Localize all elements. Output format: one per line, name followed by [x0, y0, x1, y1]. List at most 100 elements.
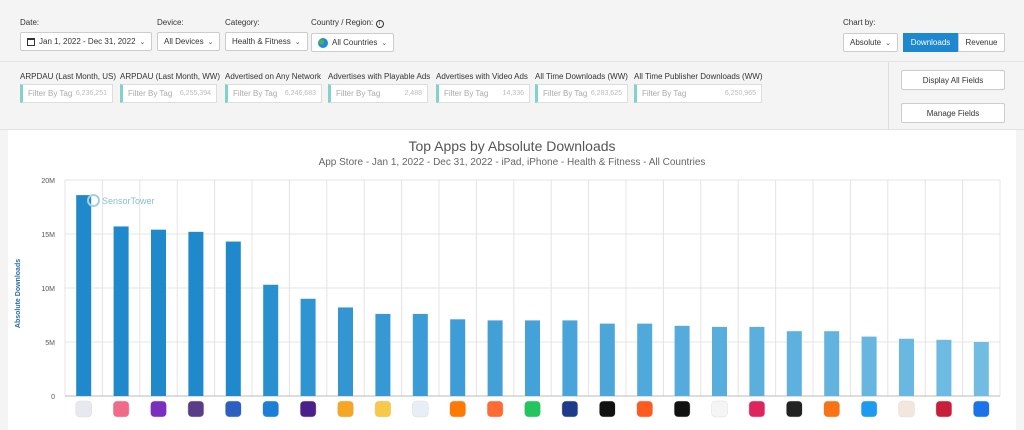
bar: [973, 342, 989, 396]
device-select[interactable]: All Devices ⌄: [157, 32, 221, 51]
chartby-label: Chart by:: [843, 18, 876, 27]
field-filter: Advertised on Any Network Filter By Tag …: [225, 72, 322, 103]
app-icon: [636, 400, 653, 418]
app-icon: [935, 400, 953, 418]
app-icon: [374, 400, 392, 418]
bar: [712, 326, 727, 396]
field-label: Advertises with Video Ads: [436, 72, 528, 81]
category-select[interactable]: Health & Fitness ⌄: [225, 32, 308, 51]
downloads-toggle[interactable]: Downloads: [903, 33, 958, 52]
bar: [749, 326, 765, 396]
bar: [263, 284, 279, 396]
country-filter: Country / Region: i All Countries ⌄: [311, 18, 395, 52]
app-icon: [898, 400, 915, 418]
tag-filter-input[interactable]: Filter By Tag 14,336: [436, 84, 530, 103]
app-icon: [262, 400, 279, 418]
tag-filter-input[interactable]: Filter By Tag 6,283,625: [535, 84, 628, 103]
app-icon: [860, 400, 878, 418]
app-icon: [486, 400, 504, 418]
field-label: All Time Publisher Downloads (WW): [634, 72, 763, 81]
field-label: All Time Downloads (WW): [535, 72, 628, 81]
app-icon: [711, 400, 728, 418]
tag-filter-count: 6,283,625: [590, 90, 622, 97]
chevron-down-icon: ⌄: [139, 38, 146, 46]
app-icon: [150, 400, 167, 418]
field-label: Advertises with Playable Ads: [328, 72, 431, 81]
chart-panel: Top Apps by Absolute Downloads App Store…: [8, 130, 1016, 430]
watermark: SensorTower: [87, 194, 155, 207]
field-filter: Advertises with Video Ads Filter By Tag …: [436, 72, 530, 103]
bar: [674, 325, 690, 396]
bar: [899, 338, 914, 396]
app-icon: [449, 400, 466, 418]
app-icon: [75, 400, 92, 418]
revenue-toggle[interactable]: Revenue: [958, 33, 1005, 52]
field-filter: ARPDAU (Last Month, WW) Filter By Tag 6,…: [120, 72, 221, 103]
category-value: Health & Fitness: [232, 37, 291, 46]
bar: [525, 320, 540, 396]
tag-filter-placeholder: Filter By Tag: [233, 89, 278, 98]
bar: [300, 298, 316, 396]
field-label: ARPDAU (Last Month, WW): [120, 72, 221, 81]
app-icon: [748, 400, 766, 418]
device-value: All Devices: [164, 37, 204, 46]
info-icon[interactable]: i: [375, 20, 384, 28]
tag-filter-input[interactable]: Filter By Tag 6,246,683: [225, 84, 322, 103]
date-picker[interactable]: Jan 1, 2022 - Dec 31, 2022 ⌄: [20, 32, 153, 51]
app-icon: [337, 400, 354, 418]
date-filter: Date: Jan 1, 2022 - Dec 31, 2022 ⌄: [20, 18, 153, 51]
bar: [113, 226, 129, 396]
app-icon: [187, 400, 205, 418]
tag-filter-input[interactable]: Filter By Tag 6,250,965: [634, 84, 762, 103]
tag-filter-count: 6,250,965: [724, 90, 756, 97]
chart-title: Top Apps by Absolute Downloads: [408, 138, 616, 154]
watermark-text: SensorTower: [102, 195, 155, 206]
metric-toggle: Downloads Revenue: [903, 33, 1005, 52]
field-label: ARPDAU (Last Month, US): [20, 72, 117, 81]
field-filter: Advertises with Playable Ads Filter By T…: [328, 72, 431, 103]
chartby-value: Absolute: [850, 38, 882, 47]
sensortower-logo-icon: [87, 194, 100, 207]
bar: [599, 323, 615, 396]
app-icon: [561, 400, 579, 418]
country-label: Country / Region:: [311, 18, 374, 27]
tag-filter-placeholder: Filter By Tag: [128, 89, 173, 98]
date-value: Jan 1, 2022 - Dec 31, 2022: [39, 37, 136, 46]
bar: [824, 331, 840, 396]
tag-filter-count: 6,255,394: [179, 90, 211, 97]
bar: [375, 313, 391, 396]
tag-filter-count: 6,236,251: [75, 90, 107, 97]
country-select[interactable]: All Countries ⌄: [311, 33, 395, 52]
manage-fields-button[interactable]: Manage Fields: [901, 103, 1005, 123]
field-filter: All Time Downloads (WW) Filter By Tag 6,…: [535, 72, 628, 103]
category-filter: Category: Health & Fitness ⌄: [225, 18, 308, 51]
bar: [338, 307, 353, 396]
tag-filter-input[interactable]: Filter By Tag 6,255,394: [120, 84, 217, 103]
bar: [936, 339, 952, 396]
bar: [151, 229, 166, 396]
app-icon: [973, 400, 990, 418]
display-all-fields-button[interactable]: Display All Fields: [901, 70, 1005, 90]
divider: [888, 62, 889, 130]
bar: [412, 313, 428, 396]
tag-filter-placeholder: Filter By Tag: [444, 89, 489, 98]
category-label: Category:: [225, 18, 260, 27]
date-label: Date:: [20, 18, 40, 27]
tag-filter-input[interactable]: Filter By Tag 2,488: [328, 84, 428, 103]
filter-bar: Date: Jan 1, 2022 - Dec 31, 2022 ⌄ Devic…: [0, 0, 1024, 62]
field-filter: All Time Publisher Downloads (WW) Filter…: [634, 72, 762, 103]
y-tick-label: 5M: [45, 340, 55, 347]
tag-filter-input[interactable]: Filter By Tag 6,236,251: [20, 84, 113, 103]
tag-filter-count: 14,336: [502, 90, 524, 97]
tag-filter-placeholder: Filter By Tag: [336, 89, 381, 98]
app-icon: [599, 400, 616, 418]
calendar-icon: [27, 37, 35, 46]
bar: [786, 331, 802, 396]
chartby-select[interactable]: Absolute ⌄: [843, 33, 899, 52]
chevron-down-icon: ⌄: [294, 38, 301, 46]
app-icon: [823, 400, 840, 418]
bar-chart: 0 5M 10M 15M 20M: [41, 178, 1001, 418]
device-label: Device:: [157, 18, 184, 27]
bar: [562, 320, 578, 396]
chevron-down-icon: ⌄: [207, 38, 214, 46]
